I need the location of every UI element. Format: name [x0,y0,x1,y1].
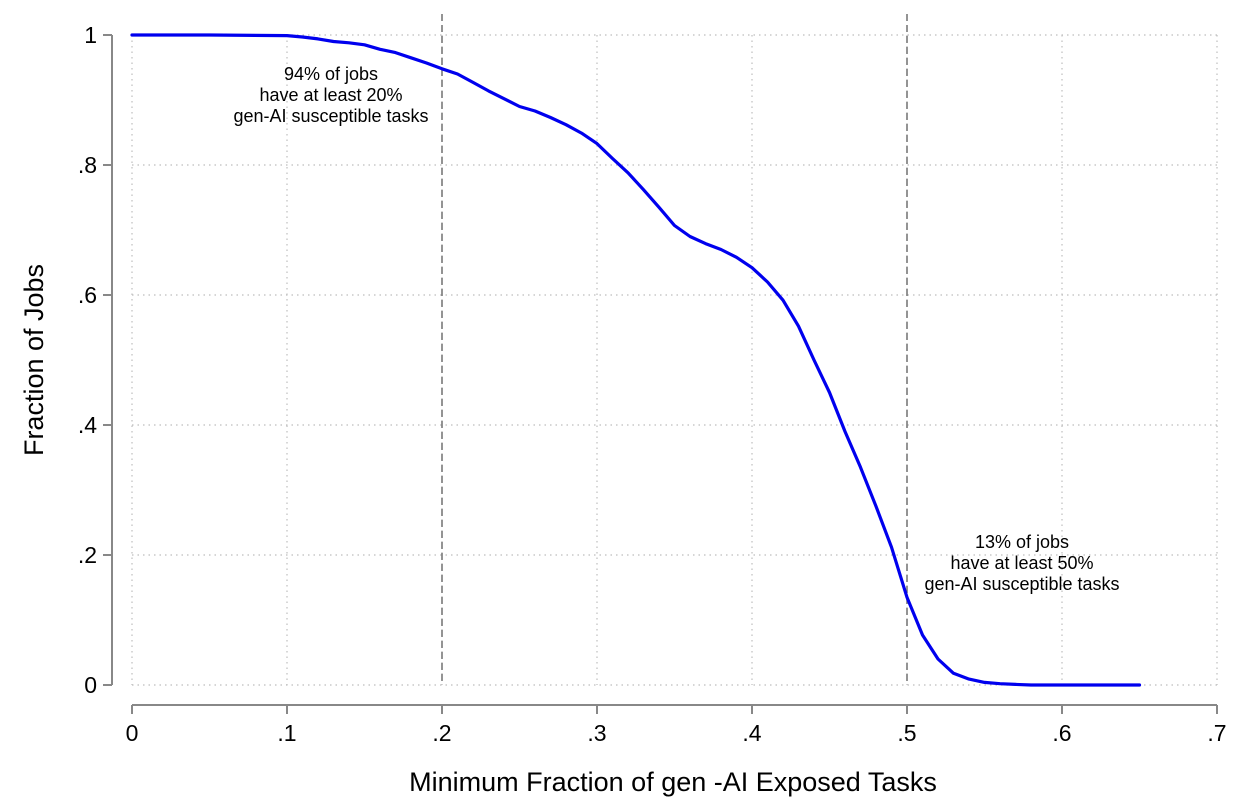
series-line [130,33,1142,687]
x-tick-label: .7 [1207,720,1226,746]
annotation-text: 13% of jobs have at least 50% gen-AI susce… [924,532,1119,594]
annotation-line: have at least 20% [259,85,402,105]
y-axis-title: Fraction of Jobs [19,264,49,456]
annotations: 94% of jobs have at least 20% gen-AI susce… [233,64,1119,594]
annotation-line: 94% of jobs [284,64,378,84]
annotation-text: 94% of jobs have at least 20% gen-AI susce… [233,64,428,126]
y-tick-label: 0 [84,672,97,698]
annotation-line: have at least 50% [950,553,1093,573]
y-tick-label: .2 [78,542,97,568]
x-tick-label: .5 [897,720,916,746]
annotation-line: gen-AI susceptible tasks [924,574,1119,594]
annotation-line: 13% of jobs [975,532,1069,552]
x-tick-label: .1 [277,720,296,746]
x-tick-label: 0 [126,720,139,746]
y-tick-label: .8 [78,152,97,178]
y-tick-label: .6 [78,282,97,308]
x-tick-label: .4 [742,720,761,746]
axes: 0 .2 .4 .6 .8 1 0 .1 .2 .3 .4 .5 .6 .7 [78,22,1227,746]
annotation-line: gen-AI susceptible tasks [233,106,428,126]
x-axis-title: Minimum Fraction of gen -AI Exposed Task… [409,767,937,797]
y-tick-label: .4 [78,412,97,438]
x-tick-label: .6 [1052,720,1071,746]
y-tick-label: 1 [84,22,97,48]
x-tick-label: .3 [587,720,606,746]
reference-lines [441,14,908,685]
x-tick-label: .2 [432,720,451,746]
series-layer [130,33,1142,687]
